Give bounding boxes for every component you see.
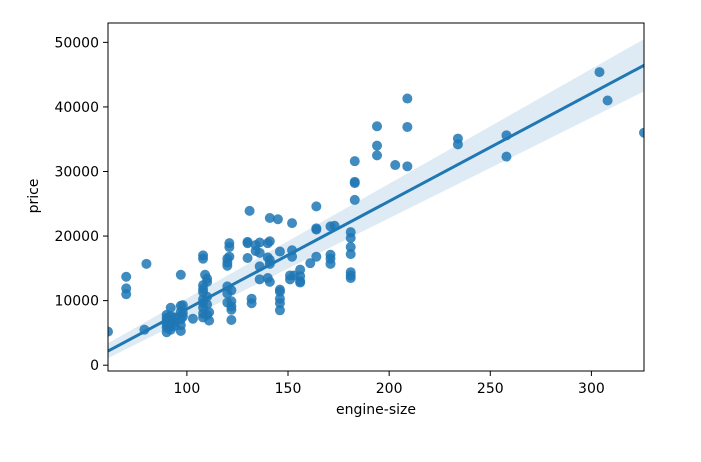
data-point xyxy=(287,218,298,229)
data-point xyxy=(264,236,275,247)
data-point xyxy=(501,151,512,162)
data-point xyxy=(187,313,198,324)
x-tick-label: 100 xyxy=(174,381,201,397)
regression-line xyxy=(108,64,644,353)
data-point xyxy=(349,194,360,205)
data-point xyxy=(402,93,413,104)
data-point xyxy=(372,150,383,161)
x-tick-label: 150 xyxy=(275,381,302,397)
data-point xyxy=(372,121,383,132)
data-point xyxy=(202,299,213,310)
data-point xyxy=(345,227,356,238)
y-tick-label: 20000 xyxy=(54,229,99,245)
data-point xyxy=(175,269,186,280)
data-point xyxy=(272,214,283,225)
data-point xyxy=(226,296,237,307)
data-point xyxy=(274,305,285,316)
y-tick-label: 30000 xyxy=(54,164,99,180)
data-point xyxy=(274,293,285,304)
plot-content xyxy=(108,39,644,359)
data-point xyxy=(345,242,356,253)
data-point xyxy=(244,205,255,216)
y-tick-label: 0 xyxy=(90,358,99,374)
data-point xyxy=(224,251,235,262)
data-point xyxy=(602,95,613,106)
axes: 100 150 200 250 300 0 10000 20000 30000 40000 5000… xyxy=(54,22,645,397)
data-point xyxy=(202,273,213,284)
data-point xyxy=(264,212,275,223)
plot-frame xyxy=(107,22,645,372)
x-tick-label: 200 xyxy=(376,381,403,397)
data-point xyxy=(325,249,336,260)
data-point xyxy=(345,267,356,278)
data-point xyxy=(242,236,253,247)
data-point xyxy=(226,314,237,325)
data-point xyxy=(372,140,383,151)
data-point xyxy=(177,300,188,311)
x-tick-label: 300 xyxy=(578,381,605,397)
data-point xyxy=(141,258,152,269)
y-axis-label: price xyxy=(26,179,42,214)
data-point xyxy=(224,238,235,249)
data-point xyxy=(254,274,265,285)
data-point xyxy=(639,127,644,138)
data-point xyxy=(311,223,322,234)
x-tick-label: 250 xyxy=(477,381,504,397)
data-point xyxy=(402,121,413,132)
data-point xyxy=(246,293,257,304)
data-point xyxy=(254,247,265,258)
data-point xyxy=(349,176,360,187)
plot-area xyxy=(108,39,644,359)
data-point xyxy=(204,315,215,326)
data-point xyxy=(295,264,306,275)
y-tick-label: 40000 xyxy=(54,100,99,116)
data-point xyxy=(254,237,265,248)
y-tick-label: 10000 xyxy=(54,294,99,310)
data-point xyxy=(311,201,322,212)
data-point xyxy=(349,156,360,167)
data-point xyxy=(274,284,285,295)
data-point xyxy=(311,251,322,262)
data-point xyxy=(305,258,316,269)
x-axis-label: engine-size xyxy=(336,402,416,418)
data-point xyxy=(264,276,275,287)
data-point xyxy=(274,246,285,257)
data-point xyxy=(452,133,463,144)
confidence-band xyxy=(108,39,644,359)
data-point xyxy=(390,160,401,171)
data-point xyxy=(345,249,356,260)
data-point xyxy=(242,253,253,264)
data-point xyxy=(108,326,113,337)
data-point xyxy=(402,161,413,172)
data-point xyxy=(121,271,132,282)
data-point xyxy=(594,67,605,78)
y-tick-label: 50000 xyxy=(54,35,99,51)
data-point xyxy=(165,302,176,313)
data-point xyxy=(204,307,215,318)
data-point xyxy=(121,289,132,300)
data-point xyxy=(198,250,209,261)
